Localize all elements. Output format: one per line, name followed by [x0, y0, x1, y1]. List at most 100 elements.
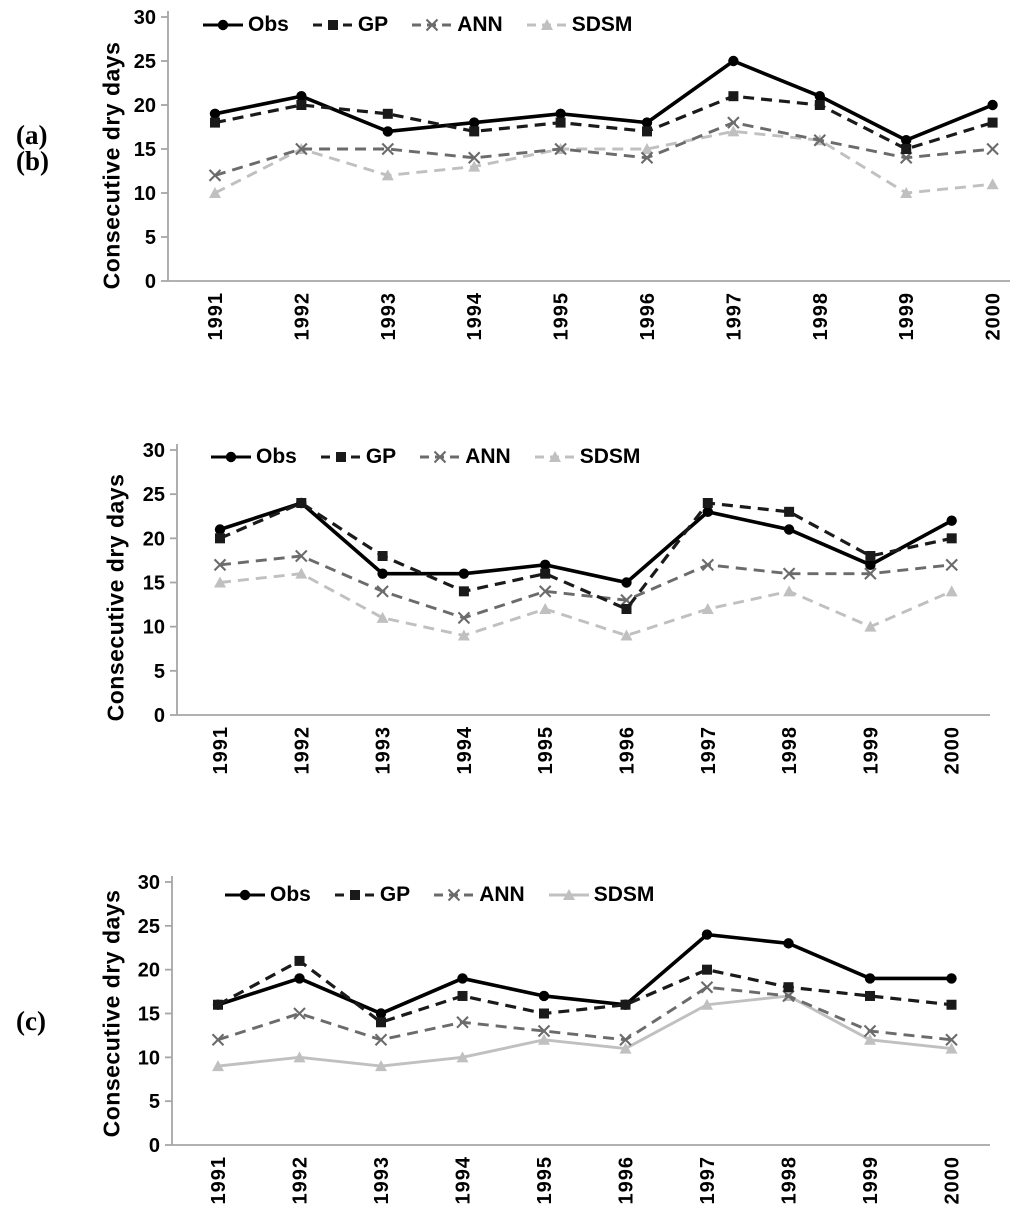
- sdsm-line-marker-icon: [534, 451, 575, 462]
- obs-line-marker-icon: [203, 19, 243, 31]
- svg-text:0: 0: [145, 271, 156, 293]
- svg-text:5: 5: [145, 227, 156, 249]
- svg-text:1997: 1997: [698, 726, 720, 775]
- svg-text:30: 30: [143, 440, 165, 462]
- svg-text:1999: 1999: [860, 726, 882, 775]
- legend-label: ANN: [457, 13, 503, 36]
- legend-label: Obs: [270, 883, 311, 906]
- legend-label: GP: [379, 883, 411, 906]
- svg-text:2000: 2000: [942, 726, 964, 775]
- svg-text:1994: 1994: [453, 1156, 475, 1205]
- svg-text:5: 5: [149, 1091, 160, 1113]
- legend: Obs GP ANN SDSM: [210, 445, 640, 469]
- svg-text:1995: 1995: [534, 1156, 556, 1205]
- gp-line-marker-icon: [320, 452, 361, 462]
- svg-text:15: 15: [138, 1004, 160, 1026]
- svg-text:20: 20: [143, 528, 165, 550]
- svg-text:1991: 1991: [208, 1156, 230, 1205]
- legend-item-sdsm: SDSM: [548, 883, 655, 907]
- obs-line-marker-icon: [225, 889, 265, 901]
- legend-item-obs: Obs: [210, 445, 297, 469]
- svg-text:30: 30: [134, 7, 156, 29]
- svg-text:0: 0: [154, 705, 165, 727]
- svg-text:1993: 1993: [371, 1156, 393, 1205]
- svg-text:10: 10: [138, 1047, 160, 1069]
- legend-label: Obs: [256, 445, 297, 468]
- panel-label-a: (a): [16, 120, 48, 150]
- svg-text:5: 5: [154, 661, 165, 683]
- gp-line-marker-icon: [334, 890, 375, 900]
- svg-text:1993: 1993: [373, 726, 395, 775]
- sdsm-line-marker-icon: [526, 19, 567, 30]
- obs-line-marker-icon: [211, 451, 251, 463]
- svg-text:1998: 1998: [779, 726, 801, 775]
- svg-text:1992: 1992: [290, 1156, 312, 1205]
- svg-text:30: 30: [138, 872, 160, 894]
- svg-text:15: 15: [143, 573, 165, 595]
- svg-text:25: 25: [134, 51, 156, 73]
- legend-item-sdsm: SDSM: [526, 13, 633, 37]
- svg-text:1993: 1993: [378, 292, 400, 341]
- svg-text:20: 20: [138, 960, 160, 982]
- svg-text:20: 20: [134, 95, 156, 117]
- legend-item-obs: Obs: [224, 883, 311, 907]
- legend-label: GP: [365, 445, 397, 468]
- svg-text:1992: 1992: [291, 726, 313, 775]
- ann-line-marker-icon: [412, 18, 453, 32]
- legend-item-gp: GP: [312, 13, 388, 37]
- legend-label: SDSM: [593, 883, 655, 906]
- legend-label: SDSM: [579, 445, 641, 468]
- svg-text:1991: 1991: [210, 726, 232, 775]
- svg-text:1995: 1995: [551, 292, 573, 341]
- legend-label: ANN: [465, 445, 511, 468]
- svg-text:1997: 1997: [723, 292, 745, 341]
- svg-text:10: 10: [134, 183, 156, 205]
- svg-text:1994: 1994: [454, 726, 476, 775]
- legend-label: SDSM: [571, 13, 633, 36]
- svg-text:1996: 1996: [617, 726, 639, 775]
- legend-item-obs: Obs: [202, 13, 289, 37]
- svg-text:1998: 1998: [779, 1156, 801, 1205]
- svg-text:2000: 2000: [942, 1156, 964, 1205]
- legend: Obs GP ANN SDSM: [202, 13, 632, 37]
- svg-text:10: 10: [143, 617, 165, 639]
- line-chart-b: 0 5 10 15 20 25 30 1991 1992 1993 1994 1995 1996 1997…: [143, 440, 990, 775]
- svg-text:1997: 1997: [697, 1156, 719, 1205]
- svg-text:15: 15: [134, 139, 156, 161]
- chart-panel-c: (c) Consecutive dry days 0 5 10 15 20 25 30 199…: [0, 800, 1024, 1208]
- legend: Obs GP ANN SDSM: [224, 883, 654, 907]
- svg-text:1998: 1998: [810, 292, 832, 341]
- legend-item-ann: ANN: [433, 883, 525, 907]
- legend-item-sdsm: SDSM: [534, 445, 641, 469]
- legend-item-ann: ANN: [419, 445, 511, 469]
- line-chart-c: 0 5 10 15 20 25 30 1991 1992 1993 1994 1995 1996 1997…: [138, 872, 990, 1205]
- svg-text:1999: 1999: [860, 1156, 882, 1205]
- svg-text:1999: 1999: [896, 292, 918, 341]
- panel-label-b: (b): [16, 146, 49, 176]
- panel-label-c: (c): [16, 1006, 46, 1036]
- legend-item-gp: GP: [334, 883, 410, 907]
- legend-label: ANN: [479, 883, 525, 906]
- svg-text:1994: 1994: [464, 292, 486, 341]
- svg-text:1992: 1992: [291, 292, 313, 341]
- sdsm-line-marker-icon: [548, 889, 589, 900]
- svg-text:25: 25: [143, 484, 165, 506]
- svg-text:2000: 2000: [983, 292, 1005, 341]
- svg-text:1996: 1996: [616, 1156, 638, 1205]
- line-chart-a: 0 5 10 15 20 25 30 1991 1992 1993 1994 1995 1996 1997…: [134, 7, 1010, 341]
- chart-panel-a: (a) Consecutive dry days 0 5 10 15 20 25 30 199…: [0, 0, 1024, 400]
- ann-line-marker-icon: [420, 450, 461, 464]
- legend-label: GP: [357, 13, 389, 36]
- svg-text:1995: 1995: [535, 726, 557, 775]
- legend-item-ann: ANN: [411, 13, 503, 37]
- gp-line-marker-icon: [312, 20, 353, 30]
- svg-text:0: 0: [149, 1135, 160, 1157]
- legend-label: Obs: [248, 13, 289, 36]
- chart-panel-b: (b) Consecutive dry days 0 5 10 15 20 25 30 199…: [0, 146, 1024, 800]
- svg-text:1996: 1996: [637, 292, 659, 341]
- ann-line-marker-icon: [434, 888, 475, 902]
- svg-text:1991: 1991: [205, 292, 227, 341]
- legend-item-gp: GP: [320, 445, 396, 469]
- svg-text:25: 25: [138, 916, 160, 938]
